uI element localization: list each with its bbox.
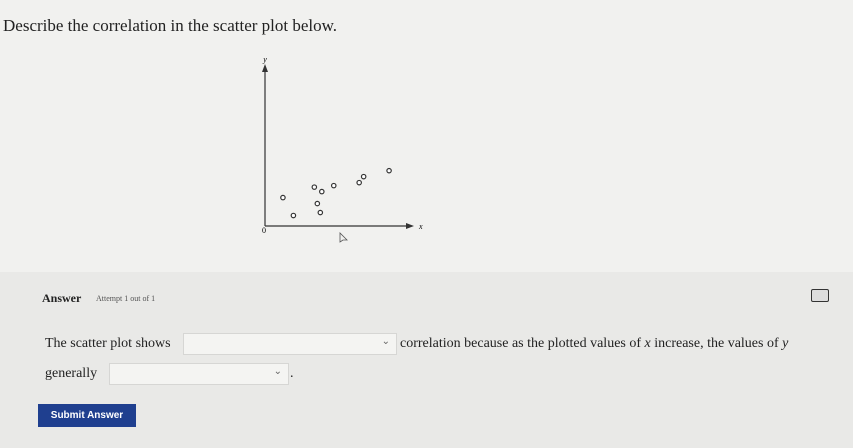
text: increase, the values of [654,336,779,351]
point [330,182,337,189]
submit-button[interactable]: Submit Answer [38,404,136,427]
dropdown[interactable]: ⌄ [109,363,289,385]
sentence-start: The scatter plot shows [45,336,171,351]
point [319,188,325,195]
answer-heading: Answer [42,291,82,305]
point [280,194,286,201]
calculator-icon[interactable] [811,289,829,302]
period: . [290,366,294,381]
point [360,173,367,180]
y-axis-label: y [262,55,267,64]
y-arrow [262,64,268,72]
var: x [644,336,651,351]
point [290,212,297,219]
point [317,209,324,216]
point [311,184,318,190]
scatter-plot: y x 0 [262,55,423,243]
sentence-rest: correlation because as the plotted value… [400,336,788,352]
point [356,179,362,186]
x-arrow [406,223,414,229]
x-tick-label: 0 [262,226,266,235]
text: correlation because as the plotted value… [400,336,642,351]
point [386,167,392,174]
cursor [339,232,348,243]
x-axis-label: x [418,222,423,231]
var: y [782,336,789,351]
dropdown[interactable]: ⌄ [183,333,397,355]
sentence-start: generally [45,366,98,381]
point [314,200,321,207]
attempt: Attempt 1 out of 1 [96,294,156,303]
question: Describe the correlation in the scatter … [3,16,338,35]
answer-panel [0,272,853,448]
